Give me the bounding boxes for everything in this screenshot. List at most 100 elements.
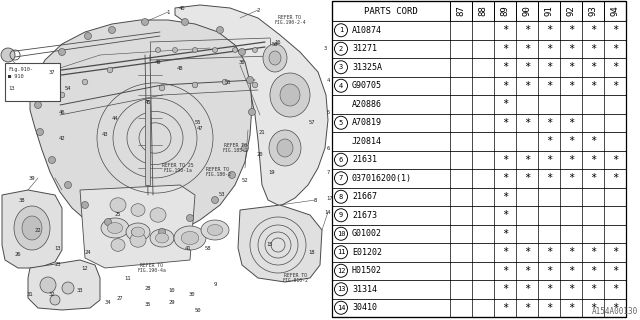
Text: 9: 9 [213, 283, 216, 287]
Text: A154A00130: A154A00130 [592, 307, 638, 316]
Text: 94: 94 [611, 6, 620, 16]
Text: 6: 6 [339, 157, 343, 163]
Text: 42: 42 [59, 135, 65, 140]
Ellipse shape [81, 202, 88, 209]
Text: *: * [546, 136, 552, 146]
Text: 31325A: 31325A [352, 63, 382, 72]
Ellipse shape [193, 47, 198, 52]
Ellipse shape [212, 47, 218, 52]
Text: *: * [502, 62, 508, 72]
Bar [332, 280, 626, 299]
Text: Fig.910-: Fig.910- [8, 67, 33, 71]
Text: *: * [568, 81, 574, 91]
Text: 53: 53 [219, 193, 225, 197]
Text: 90: 90 [522, 6, 531, 16]
Text: *: * [590, 136, 596, 146]
Text: *: * [612, 25, 618, 35]
Text: G90705: G90705 [352, 81, 382, 90]
Text: *: * [590, 284, 596, 294]
Text: PARTS CORD: PARTS CORD [364, 6, 418, 15]
Text: *: * [502, 192, 508, 202]
Ellipse shape [1, 48, 15, 62]
Ellipse shape [159, 85, 165, 91]
Text: 93: 93 [589, 6, 598, 16]
Text: *: * [568, 62, 574, 72]
Ellipse shape [252, 82, 258, 88]
Ellipse shape [82, 79, 88, 85]
Text: 1: 1 [166, 10, 170, 14]
Bar [332, 1, 626, 317]
Text: 28: 28 [145, 285, 151, 291]
Text: 18: 18 [308, 250, 316, 254]
Text: 12: 12 [82, 266, 88, 270]
Text: 57: 57 [308, 119, 316, 124]
Text: 89: 89 [500, 6, 509, 16]
Text: 21631: 21631 [352, 155, 377, 164]
Bar [332, 188, 626, 206]
Text: *: * [546, 25, 552, 35]
Ellipse shape [62, 282, 74, 294]
Ellipse shape [35, 101, 42, 108]
Text: 9: 9 [339, 212, 343, 218]
Text: *: * [612, 303, 618, 313]
Text: 3: 3 [323, 45, 326, 51]
Text: H01502: H01502 [352, 266, 382, 275]
Ellipse shape [101, 218, 129, 238]
Text: *: * [502, 284, 508, 294]
Text: *: * [524, 81, 530, 91]
Bar [332, 76, 626, 95]
Bar [332, 21, 626, 39]
Text: *: * [612, 173, 618, 183]
Text: 13: 13 [8, 86, 15, 92]
Text: *: * [502, 155, 508, 165]
Ellipse shape [211, 196, 218, 204]
Text: *: * [502, 173, 508, 183]
Text: REFER TO
FIG.190-4a: REFER TO FIG.190-4a [138, 263, 166, 273]
Polygon shape [28, 260, 100, 310]
Ellipse shape [65, 181, 72, 188]
Ellipse shape [280, 84, 300, 106]
Polygon shape [238, 205, 322, 282]
Text: 27: 27 [116, 295, 124, 300]
Ellipse shape [131, 227, 145, 237]
Text: ■ 910: ■ 910 [8, 75, 24, 79]
Text: *: * [524, 173, 530, 183]
Text: *: * [546, 303, 552, 313]
Text: 21: 21 [259, 130, 265, 134]
Text: 16: 16 [275, 39, 281, 44]
Bar [332, 1, 626, 21]
Ellipse shape [192, 82, 198, 88]
Text: *: * [502, 229, 508, 239]
Text: *: * [546, 266, 552, 276]
Ellipse shape [201, 220, 229, 240]
Text: *: * [546, 118, 552, 128]
Bar [332, 299, 626, 317]
Text: *: * [590, 266, 596, 276]
Ellipse shape [181, 231, 199, 244]
Ellipse shape [228, 172, 236, 179]
Text: *: * [524, 303, 530, 313]
Polygon shape [80, 185, 195, 268]
Text: 25: 25 [115, 212, 121, 218]
Text: *: * [568, 136, 574, 146]
Text: 38: 38 [19, 197, 25, 203]
Ellipse shape [253, 47, 257, 52]
Ellipse shape [130, 233, 146, 247]
Text: 1: 1 [339, 27, 343, 33]
Text: 10: 10 [169, 287, 175, 292]
Text: *: * [568, 155, 574, 165]
Text: 8: 8 [339, 194, 343, 200]
Text: *: * [502, 44, 508, 54]
Text: *: * [524, 155, 530, 165]
Ellipse shape [182, 19, 189, 26]
Ellipse shape [263, 44, 287, 72]
Text: 4: 4 [326, 77, 330, 83]
Text: *: * [502, 118, 508, 128]
Bar [332, 225, 626, 243]
Ellipse shape [270, 73, 310, 117]
Text: *: * [590, 173, 596, 183]
Text: *: * [546, 155, 552, 165]
Text: 5: 5 [339, 120, 343, 126]
Polygon shape [30, 20, 252, 238]
Text: 47: 47 [196, 125, 204, 131]
